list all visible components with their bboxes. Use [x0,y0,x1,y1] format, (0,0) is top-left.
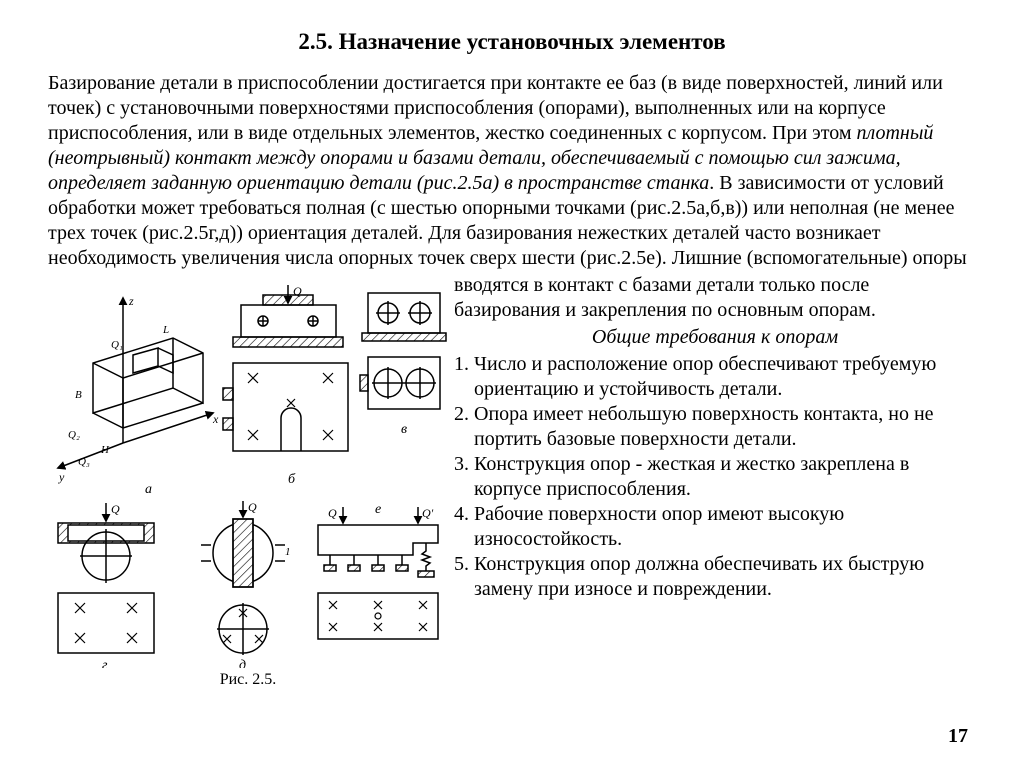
req-item-4: 4. Рабочие поверхности опор имеют высоку… [454,502,976,552]
right-intro: вводятся в контакт с базами детали тольк… [454,273,976,323]
intro-paragraph: Базирование детали в приспособлении дост… [48,71,976,271]
svg-text:Q: Q [111,502,120,516]
svg-text:L: L [162,324,169,336]
req-item-3: 3. Конструкция опор - жесткая и жестко з… [454,452,976,502]
svg-text:Q₁: Q₁ [111,339,123,351]
svg-text:Q: Q [248,500,257,514]
svg-text:а: а [145,482,152,497]
svg-text:г: г [102,658,108,668]
svg-text:е: е [375,502,381,517]
svg-text:B: B [75,389,82,401]
right-column: вводятся в контакт с базами детали тольк… [448,273,976,690]
svg-text:Q: Q [328,506,337,520]
section-title: 2.5. Назначение установочных элементов [48,28,976,57]
req-item-2: 2. Опора имеет небольшую поверхность кон… [454,402,976,452]
svg-text:x: x [212,412,219,426]
svg-text:H: H [100,444,110,456]
svg-text:y: y [58,470,65,484]
figure-caption: Рис. 2.5. [48,670,448,690]
svg-text:Q': Q' [422,506,434,520]
svg-text:б: б [288,472,296,487]
req-item-5: 5. Конструкция опор должна обеспечивать … [454,552,976,602]
figure-2-5: z x y B H L Q₁ Q₂ Q₃ [48,273,448,690]
svg-text:Q₂: Q₂ [68,429,80,441]
svg-text:Q₃: Q₃ [78,456,90,468]
page-number: 17 [948,724,968,749]
svg-text:в: в [401,422,407,437]
req-item-1: 1. Число и расположение опор обеспечиваю… [454,352,976,402]
svg-text:z: z [128,294,134,308]
intro-text-1: Базирование детали в приспособлении дост… [48,72,943,144]
requirements-subhead: Общие требования к опорам [454,325,976,350]
svg-text:1: 1 [285,546,291,558]
svg-text:д: д [239,658,246,668]
figure-svg: z x y B H L Q₁ Q₂ Q₃ [48,273,448,668]
